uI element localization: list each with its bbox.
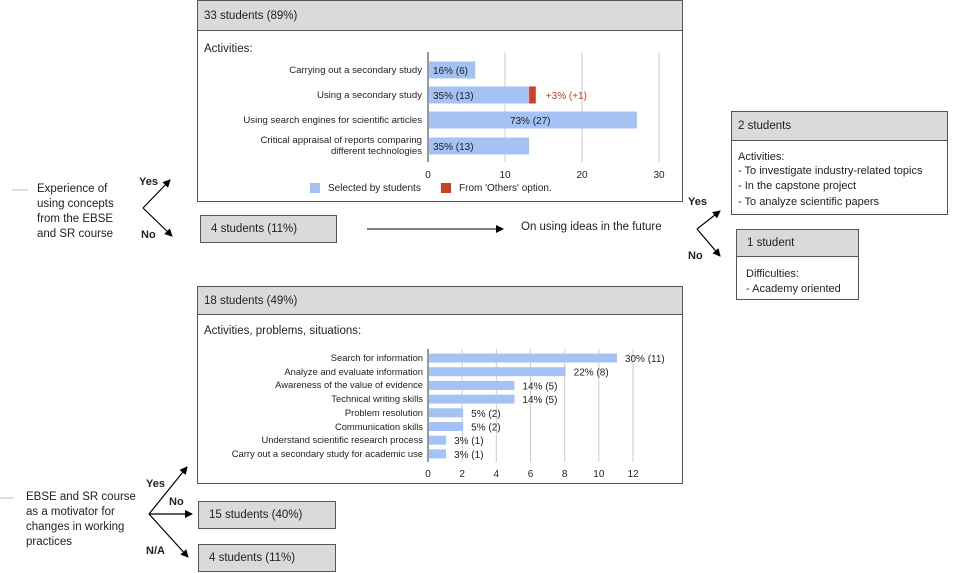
chart1-bar [429, 86, 530, 104]
chart2-category-label: Awareness of the value of evidence [275, 379, 423, 391]
future-use-label: On using ideas in the future [521, 221, 662, 233]
chart1-bar-others [529, 86, 536, 104]
question-2-line: as a motivator for [26, 506, 115, 518]
question-2-label: EBSE and SR course as a motivator for ch… [26, 490, 136, 550]
chart2-tick-label: 0 [425, 469, 431, 480]
chart2-bar [429, 394, 515, 404]
future-yes-item: - To investigate industry-related topics [738, 165, 923, 177]
q2-yes-label: Yes [146, 478, 165, 490]
chart2-data-label: 3% (1) [454, 450, 483, 461]
chart2-category-label: Understand scientific research process [261, 434, 423, 446]
chart1-category-label: Carrying out a secondary study [289, 64, 422, 76]
chart1-category-label: different technologies [330, 146, 422, 157]
chart2-tick-label: 2 [459, 469, 465, 480]
chart2-data-label: 5% (2) [471, 423, 500, 434]
question-1-line: Experience of [37, 183, 108, 195]
question-1-label: Experience of using concepts from the EB… [37, 182, 114, 242]
chart1-data-label: 73% (27) [510, 116, 551, 127]
q2-no-label: No [169, 496, 184, 508]
future-yes-title: Activities: [738, 151, 785, 163]
chart1-category-label: Using a secondary study [316, 89, 422, 101]
chart2-tick-label: 12 [627, 469, 639, 480]
q1-yes-label: Yes [139, 176, 158, 188]
q1-no-label: No [141, 229, 156, 241]
chart1-category-label: Critical appraisal of reports comparing [260, 135, 422, 146]
chart1-category-label: Using search engines for scientific arti… [243, 114, 422, 126]
chart1-bar [429, 61, 476, 79]
future-no-label: No [688, 250, 703, 262]
q2-na-label: N/A [146, 545, 165, 557]
question-1-line: from the EBSE [37, 213, 114, 225]
q1-activities-title: Activities: [204, 43, 253, 55]
future-yes-item: - To analyze scientific papers [738, 196, 880, 208]
future-no-box: 1 student [736, 229, 859, 300]
future-no-item: - Academy oriented [746, 283, 841, 295]
chart2-category-label: Carry out a secondary study for academic… [231, 447, 423, 459]
chart1-data-label: 35% (13) [433, 91, 474, 102]
legend-selected-label: Selected by students [328, 183, 421, 194]
question-2-line: practices [26, 536, 73, 548]
chart2-tick-label: 6 [528, 469, 534, 480]
chart1-tick-label: 0 [425, 170, 431, 181]
chart1-data-label: 35% (13) [433, 142, 474, 153]
chart2-category-label: Analyze and evaluate information [284, 365, 423, 377]
chart2-data-label: 14% (5) [522, 381, 557, 392]
chart2-category-label: Problem resolution [344, 406, 423, 418]
chart2-bar [429, 380, 515, 390]
q2-yes-box-header: 18 students (49%) [198, 287, 682, 315]
chart2-bar [429, 353, 617, 363]
chart2-data-label: 30% (11) [625, 354, 665, 365]
chart2-tick-label: 8 [562, 469, 568, 480]
chart2-bar [429, 449, 447, 459]
q1-no-box: 4 students (11%) [200, 215, 337, 243]
future-yes-box: 2 students [731, 111, 948, 215]
q1-yes-box-header: 33 students (89%) [198, 1, 682, 31]
question-2-line: changes in working [26, 521, 125, 533]
legend-others-swatch [441, 183, 451, 193]
chart1-data-label: 16% (6) [433, 66, 468, 77]
question-1-line: using concepts [37, 198, 114, 210]
chart2-data-label: 14% (5) [522, 395, 557, 406]
chart2-data-label: 5% (2) [471, 409, 500, 420]
chart2-category-label: Technical writing skills [331, 393, 423, 405]
chart1-tick-label: 30 [653, 170, 665, 181]
chart2-data-label: 3% (1) [454, 436, 483, 447]
chart1-data-label-others: +3% (+1) [546, 91, 587, 102]
chart2-bar [429, 367, 566, 377]
question-2-line: EBSE and SR course [26, 491, 136, 503]
legend-selected-swatch [310, 183, 320, 193]
chart2-category-label: Communication skills [334, 420, 423, 432]
chart1-tick-label: 10 [499, 170, 511, 181]
q2-na-box: 4 students (11%) [198, 544, 336, 572]
question-1-line: and SR course [37, 228, 114, 240]
chart2-data-label: 22% (8) [574, 368, 609, 379]
chart2-tick-label: 4 [494, 469, 500, 480]
legend-others-label: From 'Others' option. [459, 183, 552, 194]
chart1-tick-label: 20 [576, 170, 588, 181]
chart2-bar [429, 422, 464, 431]
q2-no-box: 15 students (40%) [198, 501, 336, 529]
future-yes-label: Yes [688, 196, 707, 208]
chart1-bar [429, 111, 637, 129]
chart2-bar [429, 435, 447, 445]
chart1-bar [429, 137, 530, 155]
q2-activities-title: Activities, problems, situations: [204, 325, 362, 337]
future-no-box-header: 1 student [737, 230, 858, 257]
future-yes-item: - In the capstone project [738, 180, 857, 192]
chart2-bar [429, 408, 464, 418]
chart2-category-label: Search for information [330, 352, 423, 363]
future-no-title: Difficulties: [746, 268, 799, 280]
chart2-tick-label: 10 [593, 469, 605, 480]
future-yes-box-header: 2 students [732, 112, 947, 141]
